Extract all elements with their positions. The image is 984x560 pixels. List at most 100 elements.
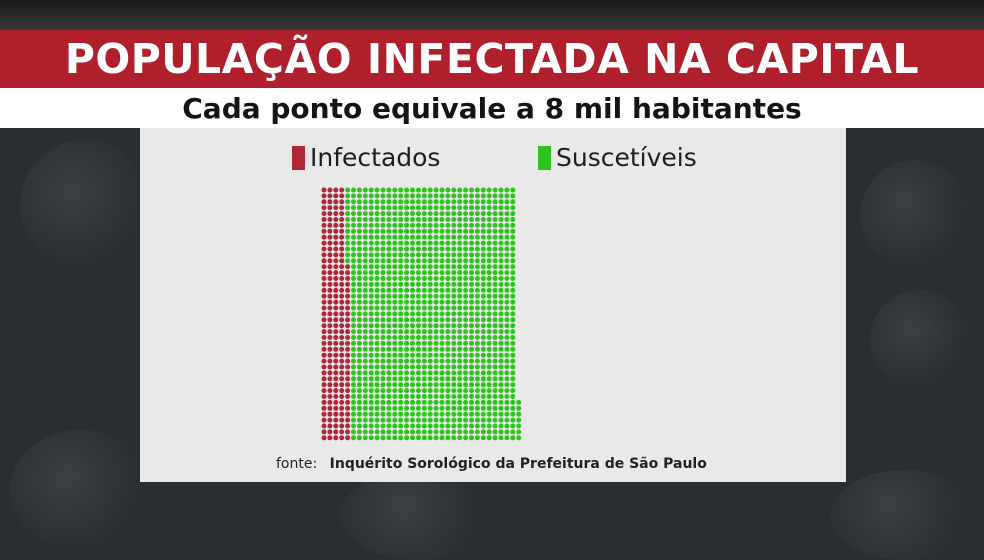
dot-infectados [345,364,351,370]
dot-suscetiveis [469,346,474,352]
dot-suscetiveis [486,234,492,240]
dot-suscetiveis [492,276,498,281]
dot-suscetiveis [404,394,410,399]
dot-suscetiveis [433,217,439,222]
dot-infectados [339,329,345,335]
dot-infectados [333,211,339,217]
dot-suscetiveis [368,252,374,258]
dot-suscetiveis [492,317,498,323]
dot-suscetiveis [427,299,433,305]
dot-infectados [321,252,327,258]
dot-suscetiveis [457,411,463,417]
dot-suscetiveis [451,417,457,423]
dot-suscetiveis [463,287,469,293]
dot-infectados [333,311,339,317]
dot-suscetiveis [492,211,498,217]
dot-suscetiveis [404,370,410,376]
dot-suscetiveis [457,323,463,329]
dot-suscetiveis [480,258,486,264]
dot-suscetiveis [368,258,374,264]
legend-item-suscetiveis: Suscetíveis [538,143,697,172]
dot-suscetiveis [492,405,498,411]
dot-suscetiveis [398,246,404,252]
dot-suscetiveis [492,435,498,441]
dot-suscetiveis [398,394,404,399]
dot-suscetiveis [362,276,368,281]
dot-infectados [327,281,333,287]
dot-suscetiveis [445,240,451,246]
dot-suscetiveis [427,346,433,352]
dot-suscetiveis [356,187,362,193]
dot-infectados [333,399,339,405]
dot-suscetiveis [398,358,404,364]
dot-suscetiveis [510,411,516,417]
dot-suscetiveis [469,335,474,340]
dot-suscetiveis [356,252,362,258]
dot-suscetiveis [492,352,498,358]
dot-suscetiveis [469,382,474,388]
dot-suscetiveis [345,252,351,258]
dot-suscetiveis [439,276,445,281]
dot-suscetiveis [451,258,457,264]
dot-suscetiveis [463,270,469,276]
dot-suscetiveis [368,246,374,252]
dot-suscetiveis [392,382,398,388]
dot-suscetiveis [380,193,386,199]
dot-suscetiveis [439,199,445,205]
dot-infectados [333,193,339,199]
dot-suscetiveis [457,311,463,317]
dot-suscetiveis [492,358,498,364]
dot-suscetiveis [457,199,463,205]
dot-infectados [327,228,333,234]
source-note: fonte: Inquérito Sorológico da Prefeitur… [276,456,707,472]
dot-suscetiveis [386,217,392,222]
dot-suscetiveis [498,388,504,394]
dot-suscetiveis [504,382,510,388]
dot-suscetiveis [356,228,362,234]
dot-suscetiveis [492,305,498,311]
dot-suscetiveis [351,281,356,287]
dot-suscetiveis [451,335,457,340]
dot-suscetiveis [486,394,492,399]
dot-suscetiveis [463,317,469,323]
dot-suscetiveis [504,435,510,441]
dot-suscetiveis [386,211,392,217]
dot-suscetiveis [463,411,469,417]
dot-suscetiveis [356,382,362,388]
dot-suscetiveis [356,281,362,287]
dot-suscetiveis [421,394,427,399]
dot-suscetiveis [463,187,469,193]
dot-suscetiveis [356,435,362,441]
dot-suscetiveis [469,417,474,423]
dot-infectados [333,252,339,258]
dot-suscetiveis [362,335,368,340]
dot-suscetiveis [427,228,433,234]
dot-suscetiveis [368,323,374,329]
dot-suscetiveis [410,246,415,252]
dot-suscetiveis [421,317,427,323]
dot-infectados [333,394,339,399]
dot-suscetiveis [398,429,404,435]
dot-suscetiveis [469,252,474,258]
dot-suscetiveis [469,258,474,264]
dot-suscetiveis [374,276,380,281]
dot-suscetiveis [445,234,451,240]
dot-suscetiveis [427,364,433,370]
dot-suscetiveis [457,217,463,222]
dot-suscetiveis [451,388,457,394]
dot-suscetiveis [504,217,510,222]
dot-suscetiveis [498,370,504,376]
dot-suscetiveis [374,222,380,228]
dot-suscetiveis [362,281,368,287]
dot-suscetiveis [362,305,368,311]
dot-suscetiveis [374,429,380,435]
dot-suscetiveis [374,264,380,270]
dot-suscetiveis [374,193,380,199]
dot-suscetiveis [415,340,421,346]
dot-suscetiveis [386,388,392,394]
dot-suscetiveis [457,234,463,240]
dot-suscetiveis [415,376,421,382]
dot-suscetiveis [516,411,522,417]
dot-suscetiveis [392,287,398,293]
dot-suscetiveis [368,305,374,311]
